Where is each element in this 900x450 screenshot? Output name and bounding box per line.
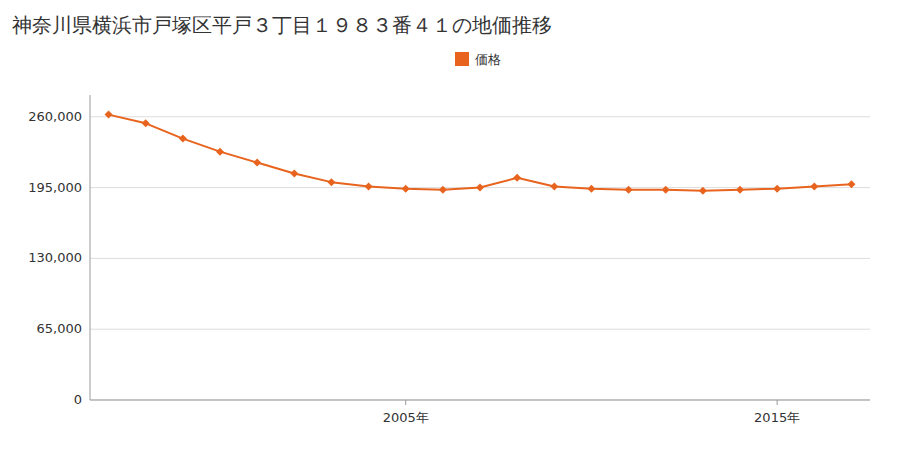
grid-line — [90, 400, 870, 401]
title: 神奈川県横浜市戸塚区平戸３丁目１９８３番４１の地価推移 — [12, 13, 552, 37]
x-tick — [405, 400, 406, 405]
line — [109, 115, 852, 191]
x-tick-label: 2005年 — [383, 410, 429, 425]
grid-line — [90, 329, 870, 330]
y-tick-label: 260,000 — [28, 109, 82, 124]
marker — [365, 183, 373, 191]
marker — [662, 186, 670, 194]
grid-line — [90, 258, 870, 259]
marker — [216, 148, 224, 156]
marker — [699, 187, 707, 195]
marker — [625, 186, 633, 194]
y-tick-label: 0 — [74, 392, 82, 407]
plot-area — [105, 111, 856, 195]
marker — [142, 119, 150, 127]
marker — [773, 185, 781, 193]
x-tick — [777, 400, 778, 405]
marker — [847, 180, 855, 188]
legend-swatch — [455, 52, 469, 66]
marker — [290, 169, 298, 177]
marker — [513, 174, 521, 182]
y-tick-label: 130,000 — [28, 250, 82, 265]
marker — [179, 135, 187, 143]
marker — [550, 183, 558, 191]
legend-label: 価格 — [475, 52, 501, 67]
marker — [402, 185, 410, 193]
y-axis: 0 65,000 130,000 195,000 260,000 — [28, 95, 870, 407]
marker — [327, 178, 335, 186]
x-axis-line — [90, 400, 870, 401]
x-tick-label: 2015年 — [754, 410, 800, 425]
marker — [736, 186, 744, 194]
y-tick-label: 65,000 — [37, 321, 83, 336]
marker — [439, 186, 447, 194]
y-axis-line — [90, 95, 91, 400]
marker — [587, 185, 595, 193]
marker — [810, 183, 818, 191]
marker — [253, 159, 261, 167]
marker — [105, 111, 113, 119]
x-axis: 2005年 2015年 — [90, 400, 870, 425]
legend: 価格 — [455, 52, 501, 67]
y-tick-label: 195,000 — [28, 180, 82, 195]
marker — [476, 184, 484, 192]
grid-line — [90, 116, 870, 117]
chart-svg: 神奈川県横浜市戸塚区平戸３丁目１９８３番４１の地価推移価格 0 65,000 130,… — [0, 0, 900, 450]
chart-container: 神奈川県横浜市戸塚区平戸３丁目１９８３番４１の地価推移価格 0 65,000 130,… — [0, 0, 900, 450]
